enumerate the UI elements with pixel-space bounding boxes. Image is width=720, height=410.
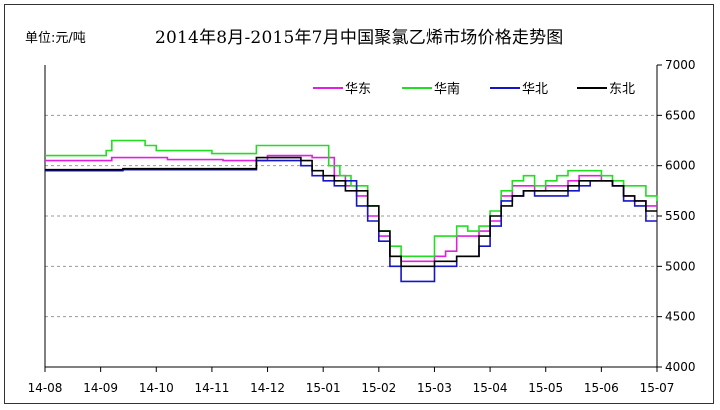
unit-label: 单位:元/吨 xyxy=(25,31,86,46)
legend-label: 华东 xyxy=(345,82,371,97)
y-tick-label: 5500 xyxy=(665,209,696,223)
x-tick-label: 15-03 xyxy=(417,381,452,395)
series-line-1 xyxy=(45,139,658,258)
legend-label: 华南 xyxy=(434,81,460,97)
x-tick-label: 15-02 xyxy=(361,381,396,395)
x-tick-label: 14-11 xyxy=(194,381,229,395)
y-tick-label: 4000 xyxy=(665,360,696,374)
chart-title: 2014年8月-2015年7月中国聚氯乙烯市场价格走势图 xyxy=(155,28,564,48)
x-tick-label: 15-01 xyxy=(306,381,341,395)
y-tick-label: 5000 xyxy=(665,259,696,273)
legend-label: 东北 xyxy=(609,82,635,97)
chart-frame: 单位:元/吨 2014年8月-2015年7月中国聚氯乙烯市场价格走势图 xyxy=(4,4,714,404)
y-tick-label: 6500 xyxy=(665,108,696,122)
x-tick-label: 14-09 xyxy=(83,381,118,395)
x-tick-label: 15-04 xyxy=(473,381,508,395)
series-line-0 xyxy=(45,154,657,263)
series-line-2 xyxy=(45,159,657,283)
y-tick-label: 6000 xyxy=(665,159,696,173)
y-tick-label: 7000 xyxy=(665,58,696,72)
x-tick-label: 14-10 xyxy=(139,381,174,395)
grid-lines xyxy=(44,65,658,368)
legend-label: 华北 xyxy=(522,82,548,97)
series-line-3 xyxy=(45,156,657,268)
x-tick-label: 15-07 xyxy=(640,381,675,395)
x-tick-label: 15-05 xyxy=(528,381,563,395)
series-lines xyxy=(45,139,658,283)
x-axis-ticks: 14-08 14-09 14-10 14-11 14-12 15-01 15-02 15-03… xyxy=(28,367,675,395)
x-tick-label: 14-12 xyxy=(250,381,285,395)
y-axis-ticks: 4000 4500 5000 5500 6000 6500 7000 xyxy=(657,58,696,374)
x-tick-label: 14-08 xyxy=(28,381,63,395)
x-tick-label: 15-06 xyxy=(584,381,619,395)
y-tick-label: 4500 xyxy=(665,310,696,324)
legend: 华东 华南 华北 东北 xyxy=(313,81,635,97)
